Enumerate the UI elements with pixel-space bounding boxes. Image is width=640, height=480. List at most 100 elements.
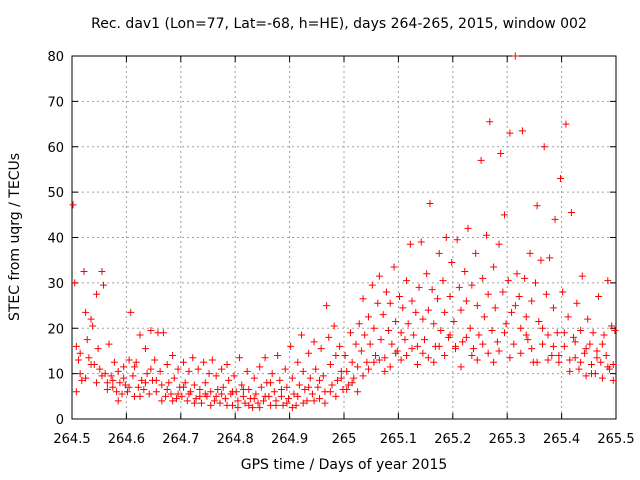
data-point	[125, 356, 133, 364]
data-point	[570, 333, 578, 341]
data-point	[181, 379, 189, 387]
data-point	[325, 333, 333, 341]
y-tick-label: 0	[56, 413, 64, 428]
data-point	[189, 354, 197, 362]
data-point	[364, 365, 372, 373]
x-tick-label: 265.5	[597, 432, 634, 447]
data-point	[151, 356, 159, 364]
x-tick-label: 265	[332, 432, 357, 447]
data-point	[109, 383, 117, 391]
data-point	[486, 118, 494, 126]
data-point	[397, 329, 405, 337]
data-point	[586, 340, 594, 348]
data-point	[337, 374, 345, 382]
data-point	[200, 358, 208, 366]
data-point	[430, 320, 438, 328]
data-point	[145, 390, 153, 398]
data-point	[174, 365, 182, 373]
data-point	[163, 386, 171, 394]
data-point	[172, 395, 180, 403]
data-point	[461, 268, 469, 276]
data-point	[167, 390, 175, 398]
data-point	[328, 381, 336, 389]
data-point	[71, 279, 79, 287]
data-point	[598, 340, 606, 348]
data-point	[401, 336, 409, 344]
data-point	[354, 363, 362, 371]
x-tick-label: 264.6	[108, 432, 145, 447]
data-point	[359, 295, 367, 303]
data-point	[252, 390, 260, 398]
data-point	[268, 370, 276, 378]
data-point	[526, 249, 534, 257]
data-point	[261, 354, 269, 362]
data-point	[385, 327, 393, 335]
data-point	[484, 349, 492, 357]
data-point	[178, 392, 186, 400]
data-point	[147, 365, 155, 373]
x-tick-label: 264.8	[217, 432, 254, 447]
data-point	[555, 351, 563, 359]
data-point	[493, 338, 501, 346]
data-point	[158, 381, 166, 389]
data-point	[299, 367, 307, 375]
data-point	[350, 374, 358, 382]
data-point	[421, 336, 429, 344]
data-point	[343, 386, 351, 394]
data-point	[600, 331, 608, 339]
data-point	[283, 383, 291, 391]
data-point	[495, 347, 503, 355]
data-point	[348, 379, 356, 387]
data-point	[357, 347, 365, 355]
data-point	[419, 349, 427, 357]
data-point	[152, 376, 160, 384]
data-point	[118, 390, 126, 398]
data-point	[515, 292, 523, 300]
data-point	[602, 351, 610, 359]
data-point	[141, 379, 149, 387]
data-point	[441, 351, 449, 359]
data-point	[388, 340, 396, 348]
data-point	[413, 361, 421, 369]
data-point	[539, 340, 547, 348]
data-point	[83, 336, 91, 344]
data-point	[136, 331, 144, 339]
data-point	[238, 381, 246, 389]
data-point	[508, 308, 516, 316]
data-point	[219, 383, 227, 391]
data-point	[450, 317, 458, 325]
data-point	[410, 331, 418, 339]
data-point	[403, 277, 411, 285]
data-point	[354, 388, 362, 396]
data-point	[109, 376, 117, 384]
data-point	[374, 299, 382, 307]
data-point	[560, 329, 568, 337]
data-point	[305, 383, 313, 391]
data-point	[165, 379, 173, 387]
data-point	[310, 397, 318, 405]
data-point	[490, 358, 498, 366]
data-point	[511, 302, 519, 310]
data-point	[521, 274, 529, 282]
data-point	[245, 401, 253, 409]
data-point	[382, 288, 390, 296]
data-point	[473, 356, 481, 364]
data-point	[277, 392, 285, 400]
data-point	[392, 317, 400, 325]
data-point	[348, 358, 356, 366]
data-point	[423, 270, 431, 278]
data-point	[408, 297, 416, 305]
data-point	[491, 304, 499, 312]
data-point	[343, 367, 351, 375]
data-point	[495, 240, 503, 248]
data-point	[359, 372, 367, 380]
data-point	[540, 143, 548, 151]
data-point	[185, 367, 193, 375]
data-point	[336, 342, 344, 350]
data-point	[364, 313, 372, 321]
data-point	[180, 383, 188, 391]
data-point	[281, 365, 289, 373]
data-point	[435, 342, 443, 350]
data-point	[123, 388, 131, 396]
